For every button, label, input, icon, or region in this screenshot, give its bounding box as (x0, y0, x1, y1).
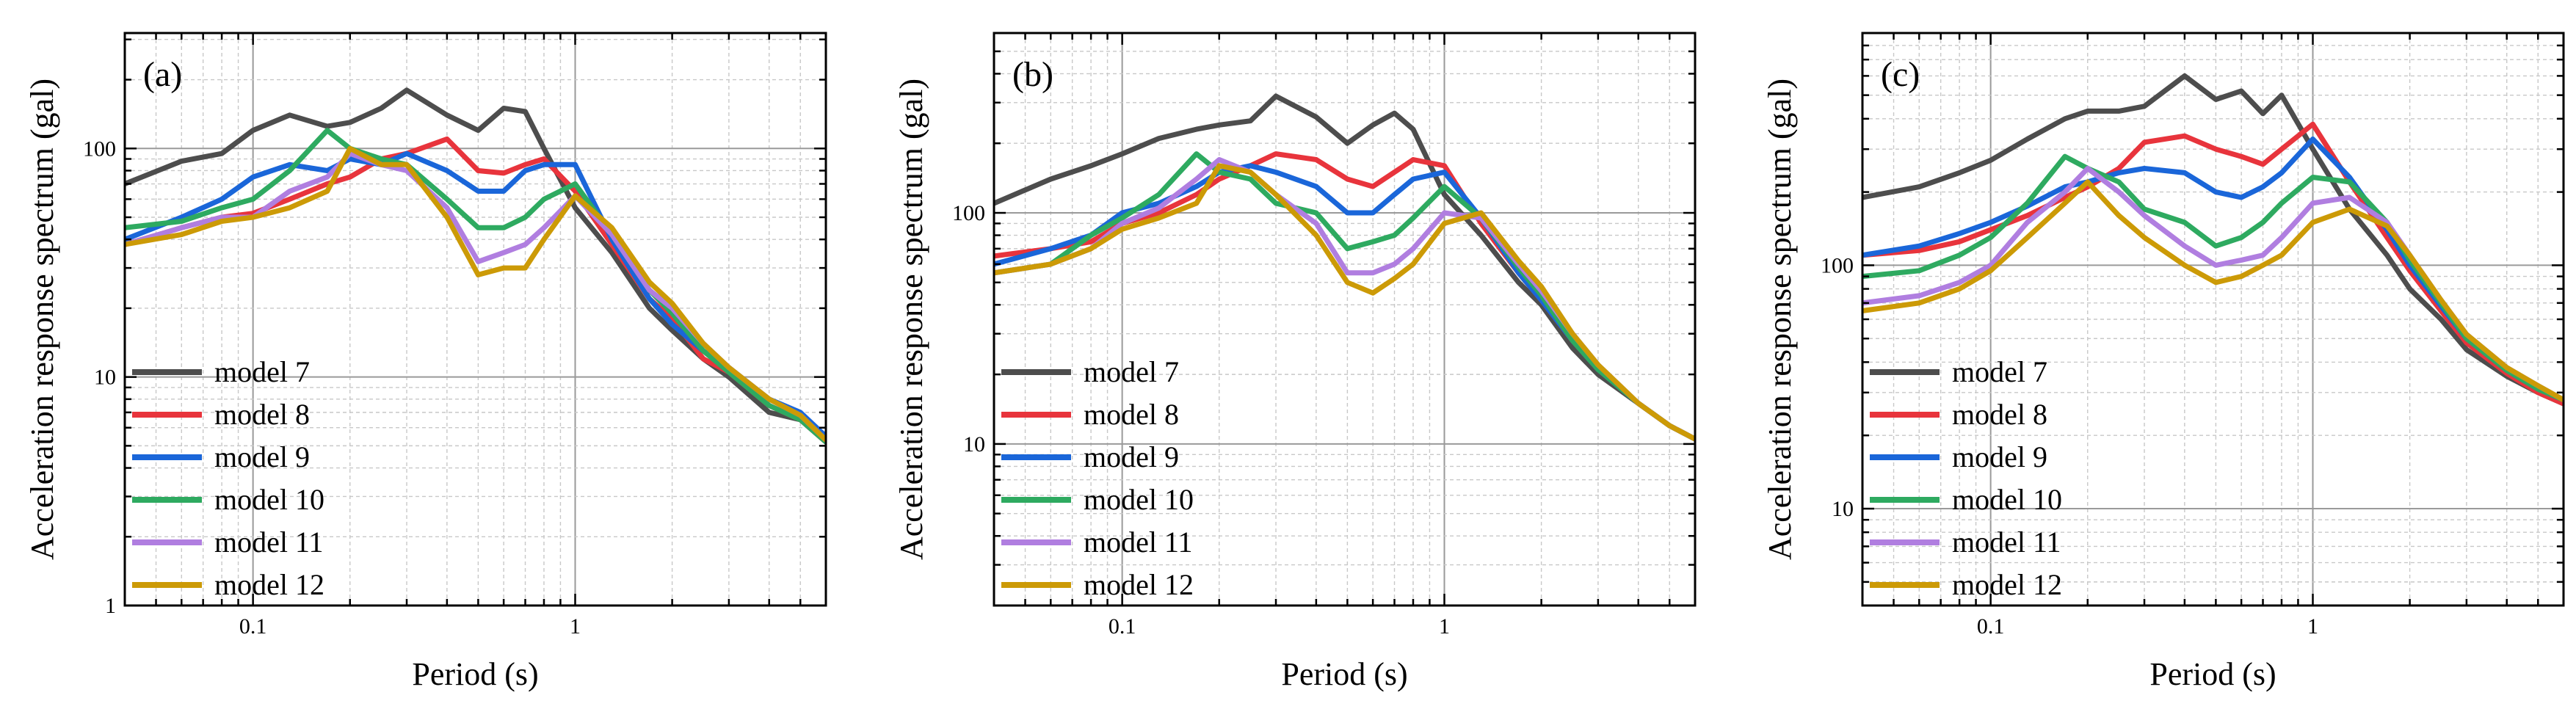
legend-label: model 10 (1084, 483, 1194, 516)
series-lines (1862, 73, 2564, 407)
y-axis-title: Acceleration response spectrum (gal) (24, 79, 60, 560)
legend: model 7 model 8 model 9 model 10 model 11 mod… (1870, 355, 2062, 601)
series-line-model-7 (994, 93, 1695, 442)
series-line-model-8 (1862, 121, 2564, 407)
legend-label: model 11 (1084, 526, 1193, 559)
series-line-model-9 (125, 150, 826, 439)
legend-label: model 8 (1084, 398, 1179, 431)
panel-label: (c) (1881, 55, 1920, 94)
x-tick-label: 0.1 (239, 614, 267, 639)
y-tick-label: 10 (963, 432, 985, 457)
series-line-model-8 (994, 151, 1695, 442)
panel-label: (b) (1012, 55, 1053, 94)
legend-label: model 9 (1084, 440, 1179, 473)
y-axis-title: Acceleration response spectrum (gal) (1762, 79, 1798, 560)
legend-label: model 9 (214, 440, 310, 473)
plot-frame (993, 32, 1697, 607)
y-tick-label: 100 (83, 137, 116, 161)
x-tick-label: 1 (1439, 614, 1450, 639)
chart-panel-2: 0.1 1 10 100 Period (s) Acceleration response… (893, 32, 1697, 692)
series-line-model-8 (125, 136, 826, 445)
gridlines (124, 33, 827, 606)
legend-label: model 11 (1952, 526, 2061, 559)
x-axis-title: Period (s) (2149, 656, 2276, 692)
y-axis-title: Acceleration response spectrum (gal) (893, 79, 929, 560)
legend-label: model 10 (1952, 483, 2062, 516)
legend-label: model 11 (214, 526, 324, 559)
chart-panel-3: 0.1 1 10 100 Period (s) Acceleration response… (1762, 32, 2565, 692)
series-line-model-7 (1862, 73, 2564, 407)
chart-panel-1: 0.1 1 1 10 100 Period (s) Acceleration respons… (24, 32, 827, 692)
legend-label: model 12 (1084, 568, 1194, 601)
y-tick-label: 10 (94, 366, 116, 390)
legend-label: model 7 (1084, 355, 1179, 388)
series-line-model-10 (125, 128, 826, 445)
legend-label: model 10 (214, 483, 324, 516)
legend-label: model 9 (1952, 440, 2047, 473)
x-tick-label: 0.1 (1977, 614, 2005, 639)
x-tick-label: 1 (2307, 614, 2318, 639)
y-tick-label: 100 (952, 201, 985, 225)
panel-label: (a) (143, 55, 182, 94)
x-tick-label: 0.1 (1109, 614, 1136, 639)
legend: model 7 model 8 model 9 model 10 model 11 mod… (1001, 355, 1194, 601)
x-axis-title: Period (s) (1281, 656, 1407, 692)
legend-label: model 12 (214, 568, 324, 601)
x-axis-title: Period (s) (412, 656, 538, 692)
y-tick-label: 10 (1832, 497, 1854, 521)
legend-label: model 7 (214, 355, 310, 388)
legend-label: model 8 (214, 398, 310, 431)
series-line-model-12 (994, 163, 1695, 442)
series-line-model-12 (125, 145, 826, 443)
series-line-model-10 (994, 151, 1695, 442)
legend-label: model 12 (1952, 568, 2062, 601)
series-lines (125, 87, 826, 445)
legend: model 7 model 8 model 9 model 10 model 11 mod… (132, 355, 324, 601)
y-tick-label: 100 (1821, 253, 1854, 277)
y-tick-label: 1 (105, 594, 116, 618)
series-line-model-12 (1862, 179, 2564, 403)
series-lines (994, 93, 1695, 442)
legend-label: model 8 (1952, 398, 2047, 431)
gridlines (993, 32, 1696, 606)
x-tick-label: 1 (570, 614, 581, 639)
legend-label: model 7 (1952, 355, 2047, 388)
plot-frame (123, 32, 827, 607)
